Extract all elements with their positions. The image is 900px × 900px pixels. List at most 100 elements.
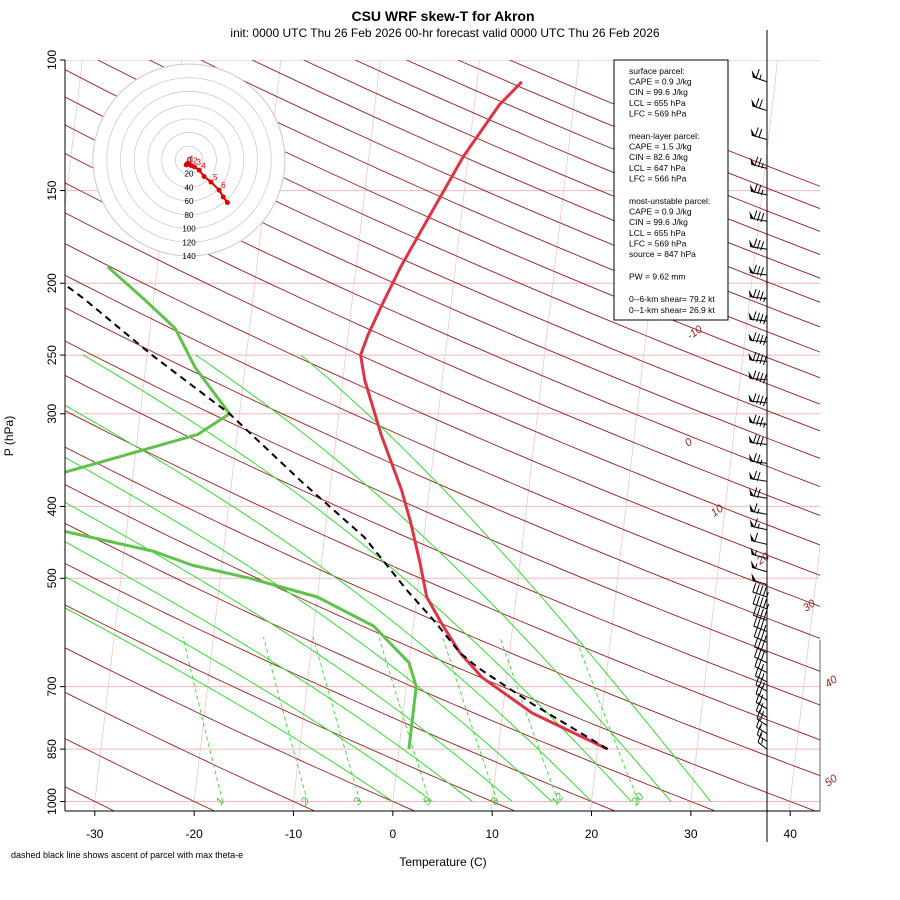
dry-adiabat bbox=[65, 152, 820, 488]
wind-barb bbox=[748, 393, 768, 407]
skewed-isotherm bbox=[490, 60, 580, 811]
barb-flag bbox=[756, 265, 761, 276]
barb-pennant bbox=[751, 98, 757, 108]
hodograph-ring bbox=[161, 132, 217, 188]
barb-pennant bbox=[750, 533, 756, 543]
moist-adiabat bbox=[65, 404, 592, 802]
barb-flag bbox=[763, 598, 768, 608]
y-tick-label: 200 bbox=[45, 273, 59, 293]
barb-shaft bbox=[756, 734, 768, 742]
temperature-line bbox=[359, 80, 609, 751]
info-box-line: CAPE = 0.9 J/kg bbox=[629, 207, 692, 217]
barb-flag bbox=[759, 608, 764, 618]
barb-pennant bbox=[750, 547, 756, 556]
y-tick-label: 300 bbox=[45, 403, 59, 423]
moist-adiabat bbox=[82, 354, 632, 802]
info-box-line: LCL = 655 hPa bbox=[629, 98, 686, 108]
barb-half-flag bbox=[764, 635, 767, 641]
hodograph-ring-label: 40 bbox=[185, 183, 194, 192]
dry-adiabat bbox=[65, 124, 820, 459]
dry-adiabat bbox=[65, 274, 820, 607]
skewed-isotherm bbox=[65, 60, 83, 211]
barb-flag bbox=[753, 210, 758, 220]
wind-barb bbox=[756, 725, 768, 742]
barb-flag bbox=[756, 618, 761, 628]
y-axis-label: P (hPa) bbox=[2, 416, 16, 456]
mixing-ratio-label: 12 bbox=[549, 791, 566, 808]
barb-half-flag bbox=[763, 296, 766, 303]
wind-barb bbox=[751, 572, 768, 586]
wind-barb bbox=[750, 560, 768, 573]
barb-half-flag bbox=[754, 550, 758, 556]
dry-adiabat bbox=[97, 60, 820, 379]
barb-shaft bbox=[753, 614, 768, 621]
y-tick-label: 850 bbox=[45, 739, 59, 759]
wind-barb bbox=[748, 370, 768, 384]
hodograph-ring-label: 60 bbox=[185, 197, 194, 206]
barb-pennant bbox=[748, 394, 754, 403]
barb-pennant bbox=[750, 560, 756, 569]
barb-flag bbox=[756, 709, 761, 720]
barb-pennant bbox=[749, 488, 755, 497]
y-tick-label: 250 bbox=[45, 345, 59, 365]
hodograph-ring-label: 140 bbox=[182, 252, 196, 261]
barb-half-flag bbox=[766, 603, 770, 610]
barb-flag bbox=[756, 454, 761, 464]
barb-flag bbox=[752, 582, 757, 593]
barb-flag bbox=[753, 183, 758, 193]
hodograph-point bbox=[191, 164, 197, 170]
barb-flag bbox=[754, 127, 759, 137]
barb-shaft bbox=[756, 710, 768, 718]
barb-flag bbox=[752, 453, 757, 463]
hodograph-point-label: 6 bbox=[221, 181, 226, 190]
wind-barb bbox=[754, 637, 768, 654]
barb-flag bbox=[756, 290, 761, 300]
barb-flag bbox=[756, 596, 761, 606]
barb-shaft bbox=[755, 702, 768, 710]
barb-half-flag bbox=[766, 592, 769, 598]
dry-adiabat bbox=[65, 484, 816, 811]
barb-flag bbox=[752, 414, 757, 424]
barb-shaft bbox=[754, 636, 768, 643]
hodograph-point-label: 2 bbox=[193, 156, 198, 165]
barb-flag bbox=[757, 649, 762, 659]
barb-pennant bbox=[748, 333, 754, 342]
barb-pennant bbox=[748, 435, 754, 444]
barb-flag bbox=[756, 333, 760, 343]
wind-barb bbox=[749, 487, 768, 499]
wind-barb bbox=[750, 532, 768, 545]
parcel-ascent-line bbox=[65, 283, 609, 750]
barb-shaft bbox=[754, 656, 768, 664]
mixing-ratio-line bbox=[574, 636, 639, 802]
barb-shaft bbox=[755, 675, 768, 683]
wind-barb bbox=[754, 647, 768, 664]
wind-barb bbox=[748, 311, 768, 325]
barb-flag bbox=[755, 69, 760, 79]
barb-flag bbox=[762, 355, 767, 366]
mixing-ratio-label: 1 bbox=[214, 796, 227, 808]
barb-flag bbox=[758, 677, 763, 687]
barb-flag bbox=[763, 609, 768, 620]
barb-pennant bbox=[748, 312, 754, 321]
wind-barb bbox=[748, 264, 768, 277]
hodograph-point bbox=[216, 187, 222, 193]
barb-flag bbox=[756, 488, 761, 499]
x-tick-label: 0 bbox=[389, 827, 396, 841]
barb-pennant bbox=[749, 211, 755, 220]
wind-barbs bbox=[748, 30, 770, 842]
barb-shaft bbox=[754, 646, 768, 654]
info-box-line: 0--1-km shear= 26.9 kt bbox=[629, 305, 715, 315]
barb-flag bbox=[754, 657, 759, 667]
wind-barb bbox=[750, 127, 768, 140]
barb-half-flag bbox=[763, 624, 767, 631]
barb-pennant bbox=[749, 239, 755, 248]
dry-adiabat bbox=[65, 96, 820, 432]
wind-barb bbox=[755, 701, 768, 718]
barb-flag bbox=[756, 717, 761, 728]
dry-adiabat bbox=[65, 307, 820, 639]
wind-barb bbox=[750, 547, 768, 559]
barb-flag bbox=[759, 585, 764, 595]
hodograph-point-label: 1 bbox=[190, 154, 195, 163]
barb-half-flag bbox=[759, 74, 762, 80]
barb-pennant bbox=[748, 453, 754, 463]
